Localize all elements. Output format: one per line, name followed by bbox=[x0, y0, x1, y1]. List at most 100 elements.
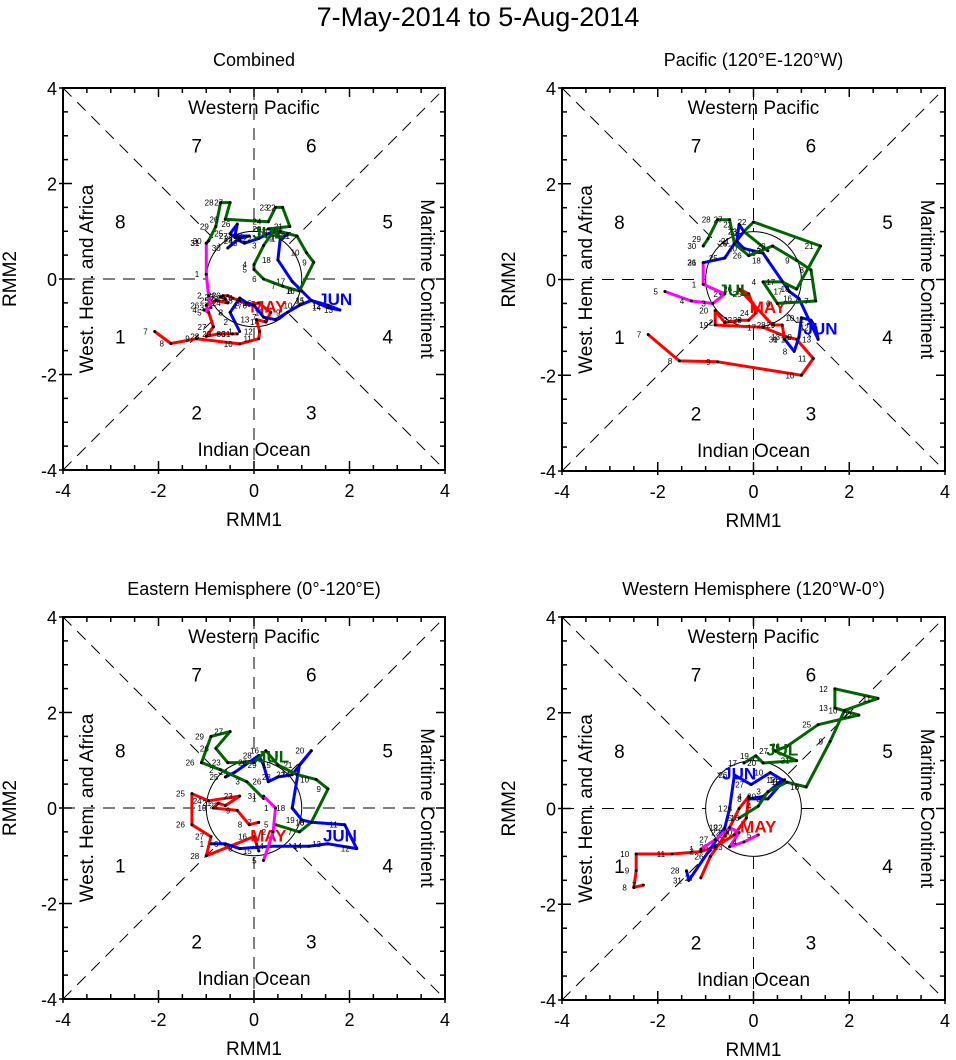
y-tick-label: 4 bbox=[47, 608, 57, 628]
phase-number-6: 6 bbox=[306, 665, 317, 686]
day-label: 2 bbox=[197, 292, 202, 301]
region-label-western-pacific: Western Pacific bbox=[688, 627, 820, 648]
day-label: 22 bbox=[723, 220, 732, 229]
day-label: 27 bbox=[198, 323, 207, 332]
day-marker bbox=[699, 847, 703, 851]
day-label: 30 bbox=[217, 330, 226, 339]
day-marker bbox=[235, 222, 239, 226]
trajectory-line bbox=[701, 218, 822, 305]
day-label: 7 bbox=[637, 331, 642, 340]
x-tick-label: 4 bbox=[940, 482, 950, 502]
day-label: 18 bbox=[752, 256, 761, 265]
day-marker bbox=[238, 239, 242, 243]
day-label: 7 bbox=[271, 282, 276, 291]
day-label: 10 bbox=[829, 706, 838, 715]
month-label-jul: JUL bbox=[252, 223, 284, 242]
day-marker bbox=[245, 301, 249, 305]
day-marker bbox=[204, 854, 208, 858]
day-label: 3 bbox=[252, 242, 257, 251]
x-tick-label: 0 bbox=[748, 482, 758, 502]
day-label: 10 bbox=[300, 775, 309, 784]
day-marker bbox=[297, 830, 301, 834]
day-marker bbox=[752, 220, 755, 224]
day-marker bbox=[221, 294, 225, 298]
region-label-indian-ocean: Indian Ocean bbox=[697, 441, 810, 462]
y-axis-label: RMM2 bbox=[0, 251, 21, 307]
day-label: 10 bbox=[198, 804, 207, 813]
day-label: 19 bbox=[709, 824, 718, 833]
day-marker bbox=[305, 251, 309, 255]
day-marker bbox=[732, 833, 736, 837]
phase-number-6: 6 bbox=[306, 136, 317, 157]
day-marker bbox=[771, 323, 775, 327]
day-marker bbox=[809, 268, 813, 272]
day-label: 26 bbox=[221, 220, 230, 229]
day-marker bbox=[766, 790, 770, 794]
trajectory-line bbox=[702, 222, 820, 353]
day-marker bbox=[737, 830, 741, 834]
day-label: 13 bbox=[312, 840, 321, 849]
day-label: 22 bbox=[209, 802, 218, 811]
x-tick-label: -4 bbox=[554, 1011, 570, 1031]
day-label: 8 bbox=[228, 845, 233, 854]
day-marker bbox=[816, 723, 820, 727]
day-marker bbox=[663, 289, 667, 293]
day-marker bbox=[295, 234, 299, 238]
day-marker bbox=[262, 277, 266, 281]
day-label: 10 bbox=[620, 850, 629, 859]
day-marker bbox=[816, 337, 820, 341]
day-marker bbox=[828, 739, 832, 743]
day-marker bbox=[233, 320, 237, 324]
day-marker bbox=[766, 258, 770, 262]
day-marker bbox=[723, 321, 727, 325]
day-label: 10 bbox=[295, 818, 304, 827]
day-marker bbox=[238, 847, 242, 851]
x-axis-label: RMM1 bbox=[726, 511, 782, 532]
day-label: 4 bbox=[732, 838, 737, 847]
day-label: 5 bbox=[235, 299, 240, 308]
day-marker bbox=[223, 297, 227, 301]
day-label: 23 bbox=[212, 759, 221, 768]
day-marker bbox=[262, 794, 266, 798]
day-marker bbox=[783, 778, 787, 782]
day-label: 4 bbox=[737, 793, 742, 802]
day-label: 26 bbox=[186, 759, 195, 768]
day-marker bbox=[780, 280, 784, 284]
day-marker bbox=[219, 295, 223, 299]
day-label: 28 bbox=[233, 232, 242, 241]
month-label-may: MAY bbox=[740, 817, 777, 836]
day-label: 31 bbox=[190, 239, 199, 248]
day-label: 17 bbox=[728, 759, 737, 768]
day-label: 8 bbox=[737, 795, 742, 804]
phase-number-2: 2 bbox=[691, 405, 702, 426]
day-label: 8 bbox=[783, 347, 788, 356]
day-label: 12 bbox=[341, 845, 350, 854]
day-label: 21 bbox=[257, 227, 266, 236]
day-marker bbox=[713, 323, 717, 327]
phase-number-2: 2 bbox=[691, 934, 702, 955]
day-marker bbox=[723, 292, 727, 296]
day-marker bbox=[677, 359, 681, 363]
day-label: 9 bbox=[185, 335, 190, 344]
day-marker bbox=[706, 237, 710, 241]
day-marker bbox=[219, 768, 223, 772]
day-marker bbox=[276, 775, 280, 779]
day-label: 21 bbox=[721, 237, 730, 246]
region-label-western-pacific: Western Pacific bbox=[688, 98, 820, 119]
day-marker bbox=[307, 844, 311, 848]
day-label: 1 bbox=[773, 335, 778, 344]
day-marker bbox=[355, 847, 359, 851]
day-label: 18 bbox=[781, 285, 790, 294]
day-label: 2 bbox=[689, 848, 694, 857]
day-label: 28 bbox=[702, 216, 711, 225]
day-marker bbox=[254, 318, 258, 322]
phase-number-7: 7 bbox=[191, 136, 202, 157]
day-label: 26 bbox=[238, 759, 247, 768]
day-marker bbox=[271, 830, 275, 834]
day-marker bbox=[744, 816, 748, 820]
day-label: 5 bbox=[728, 814, 733, 823]
day-label: 29 bbox=[202, 330, 211, 339]
day-label: 11 bbox=[796, 316, 805, 325]
day-label: 13 bbox=[240, 316, 249, 325]
day-label: 28 bbox=[190, 332, 199, 341]
